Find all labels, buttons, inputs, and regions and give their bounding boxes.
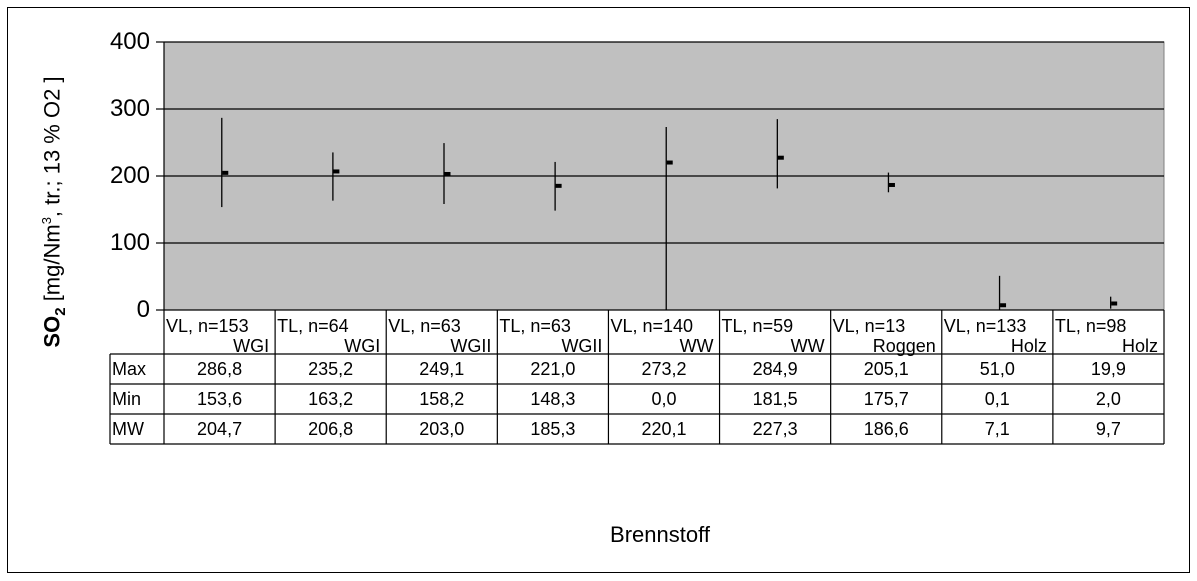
x-axis-label: Brennstoff	[610, 522, 710, 547]
table-cell-value: 221,0	[530, 359, 576, 379]
y-tick-label: 100	[109, 229, 150, 256]
category-label-line1: TL, n=59	[721, 316, 794, 336]
table-cell-value: 273,2	[641, 359, 687, 379]
table-cell-value: 153,6	[197, 389, 243, 409]
table-row-label: Max	[112, 359, 147, 379]
table-cell-value: 51,0	[979, 359, 1015, 379]
table-cell-value: 148,3	[530, 389, 576, 409]
table-cell-value: 203,0	[419, 419, 465, 439]
category-label-line2: WGI	[344, 336, 381, 356]
table-cell-value: 286,8	[197, 359, 243, 379]
mean-marker	[444, 171, 451, 176]
mean-marker	[888, 182, 895, 187]
category-label-line1: TL, n=98	[1054, 316, 1127, 336]
category-label-line2: Holz	[1010, 336, 1047, 356]
table-cell-value: 235,2	[308, 359, 354, 379]
table-row-label: Min	[112, 389, 142, 409]
table-cell-value: 284,9	[752, 359, 798, 379]
y-axis-label-so: SO	[39, 315, 65, 348]
y-axis-label: SO2 [mg/Nm3, tr.; 13 % O2 ]	[39, 76, 69, 347]
y-axis-label-unit: [mg/Nm	[39, 224, 65, 308]
table-cell-value: 0,1	[984, 389, 1010, 409]
table-cell-value: 175,7	[863, 389, 909, 409]
mean-marker	[666, 160, 673, 165]
y-axis-label-rest: , tr.; 13 % O2 ]	[39, 76, 65, 218]
table-cell-value: 220,1	[641, 419, 687, 439]
table-cell-value: 0,0	[651, 389, 677, 409]
table-cell-value: 19,9	[1090, 359, 1126, 379]
table-cell-value: 158,2	[419, 389, 465, 409]
mean-marker	[555, 183, 562, 188]
table-cell-value: 9,7	[1095, 419, 1121, 439]
table-cell-value: 205,1	[863, 359, 909, 379]
y-tick-label: 300	[109, 95, 150, 122]
y-tick-label: 400	[109, 28, 150, 55]
category-label-line2: WW	[790, 336, 825, 356]
category-label-line1: VL, n=153	[166, 316, 249, 336]
mean-marker	[333, 169, 340, 174]
table-cell-value: 186,6	[863, 419, 909, 439]
table-cell-value: 2,0	[1095, 389, 1121, 409]
table-cell-value: 181,5	[752, 389, 798, 409]
y-tick-label: 0	[136, 296, 150, 323]
mean-marker	[222, 170, 229, 175]
category-label-line2: WGI	[233, 336, 270, 356]
category-label-line1: VL, n=13	[832, 316, 906, 336]
category-label-line1: VL, n=140	[610, 316, 694, 336]
category-label-line2: Holz	[1121, 336, 1158, 356]
table-cell-value: 204,7	[197, 419, 243, 439]
table-cell-value: 163,2	[308, 389, 354, 409]
category-label-line2: Roggen	[872, 336, 936, 356]
table-cell-value: 227,3	[752, 419, 798, 439]
category-label-line2: WW	[679, 336, 714, 356]
table-cell-value: 249,1	[419, 359, 465, 379]
category-label-line2: WGII	[450, 336, 492, 356]
outer-frame	[7, 7, 1190, 573]
category-label-line1: TL, n=63	[499, 316, 571, 336]
category-label-line1: VL, n=63	[388, 316, 461, 336]
y-tick-label: 200	[109, 162, 150, 189]
table-cell-value: 206,8	[308, 419, 354, 439]
y-axis-label-subscript: 2	[51, 307, 69, 316]
table-row-label: MW	[112, 419, 144, 439]
category-label-line1: VL, n=133	[943, 316, 1027, 336]
y-axis-label-superscript: 3	[39, 217, 55, 225]
category-label-line2: WGII	[561, 336, 603, 356]
category-label-line1: TL, n=64	[277, 316, 349, 336]
mean-marker	[1111, 301, 1118, 306]
mean-marker	[777, 155, 784, 160]
mean-marker	[1000, 303, 1007, 308]
table-cell-value: 185,3	[530, 419, 576, 439]
table-cell-value: 7,1	[984, 419, 1010, 439]
